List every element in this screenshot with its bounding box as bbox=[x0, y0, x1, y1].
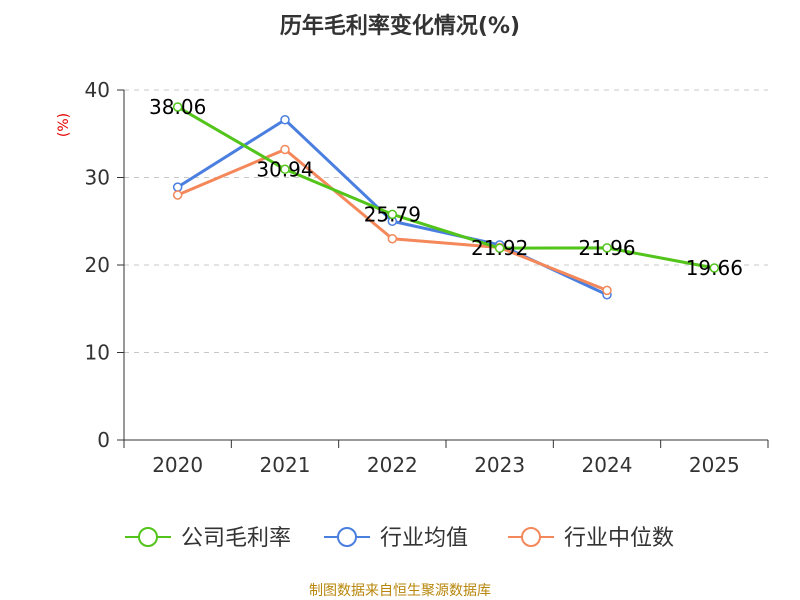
series-line-0 bbox=[176, 105, 715, 270]
data-point bbox=[387, 234, 398, 244]
data-point bbox=[280, 115, 290, 125]
data-point bbox=[172, 102, 183, 112]
x-tick-label: 2025 bbox=[689, 453, 740, 477]
legend-label: 行业均值 bbox=[380, 526, 468, 551]
data-point bbox=[602, 243, 612, 253]
legend-item[interactable]: 行业均值 bbox=[324, 526, 468, 551]
data-point bbox=[387, 209, 398, 220]
y-tick-label: 0 bbox=[97, 428, 110, 452]
data-point bbox=[172, 182, 183, 192]
chart-title: 历年毛利率变化情况(%) bbox=[280, 13, 520, 39]
source-note: 制图数据来自恒生聚源数据库 bbox=[309, 583, 491, 599]
legend-label: 公司毛利率 bbox=[181, 526, 291, 551]
legend-label: 行业中位数 bbox=[564, 526, 674, 551]
x-tick-label: 2020 bbox=[152, 453, 203, 477]
data-label: 38.06 bbox=[149, 95, 206, 119]
y-tick-label: 20 bbox=[85, 253, 110, 277]
data-point bbox=[602, 285, 612, 296]
y-tick-label: 40 bbox=[85, 78, 110, 102]
data-label: 30.94 bbox=[256, 157, 313, 181]
x-tick-label: 2024 bbox=[582, 453, 633, 477]
x-tick-label: 2022 bbox=[367, 453, 418, 477]
series-layer bbox=[172, 102, 720, 300]
data-label: 25.79 bbox=[364, 202, 421, 226]
legend-item[interactable]: 公司毛利率 bbox=[125, 526, 291, 551]
legend[interactable]: 公司毛利率 行业均值 行业中位数 bbox=[125, 526, 674, 551]
data-point bbox=[709, 263, 720, 273]
legend-marker bbox=[521, 527, 541, 547]
x-tick-label: 2021 bbox=[260, 453, 311, 477]
y-axis-label: (%) bbox=[56, 113, 72, 137]
data-labels: 38.06 30.94 25.79 21.92 21.96 19.66 bbox=[149, 95, 743, 280]
data-point bbox=[494, 243, 505, 253]
data-point bbox=[280, 144, 290, 155]
data-point bbox=[280, 164, 290, 175]
y-tick-label: 10 bbox=[85, 341, 110, 365]
data-point bbox=[172, 190, 183, 200]
data-label: 21.92 bbox=[471, 236, 528, 260]
y-tick-label: 30 bbox=[85, 166, 110, 190]
grid bbox=[124, 89, 768, 353]
axes: 0 10 20 30 40 2020 2021 2022 2023 2024 2025 bbox=[85, 78, 769, 477]
data-label: 19.66 bbox=[686, 256, 743, 280]
data-label: 21.96 bbox=[578, 236, 635, 260]
x-tick-label: 2023 bbox=[474, 453, 525, 477]
legend-marker bbox=[138, 527, 158, 547]
legend-item[interactable]: 行业中位数 bbox=[508, 526, 674, 551]
legend-marker bbox=[337, 527, 357, 547]
